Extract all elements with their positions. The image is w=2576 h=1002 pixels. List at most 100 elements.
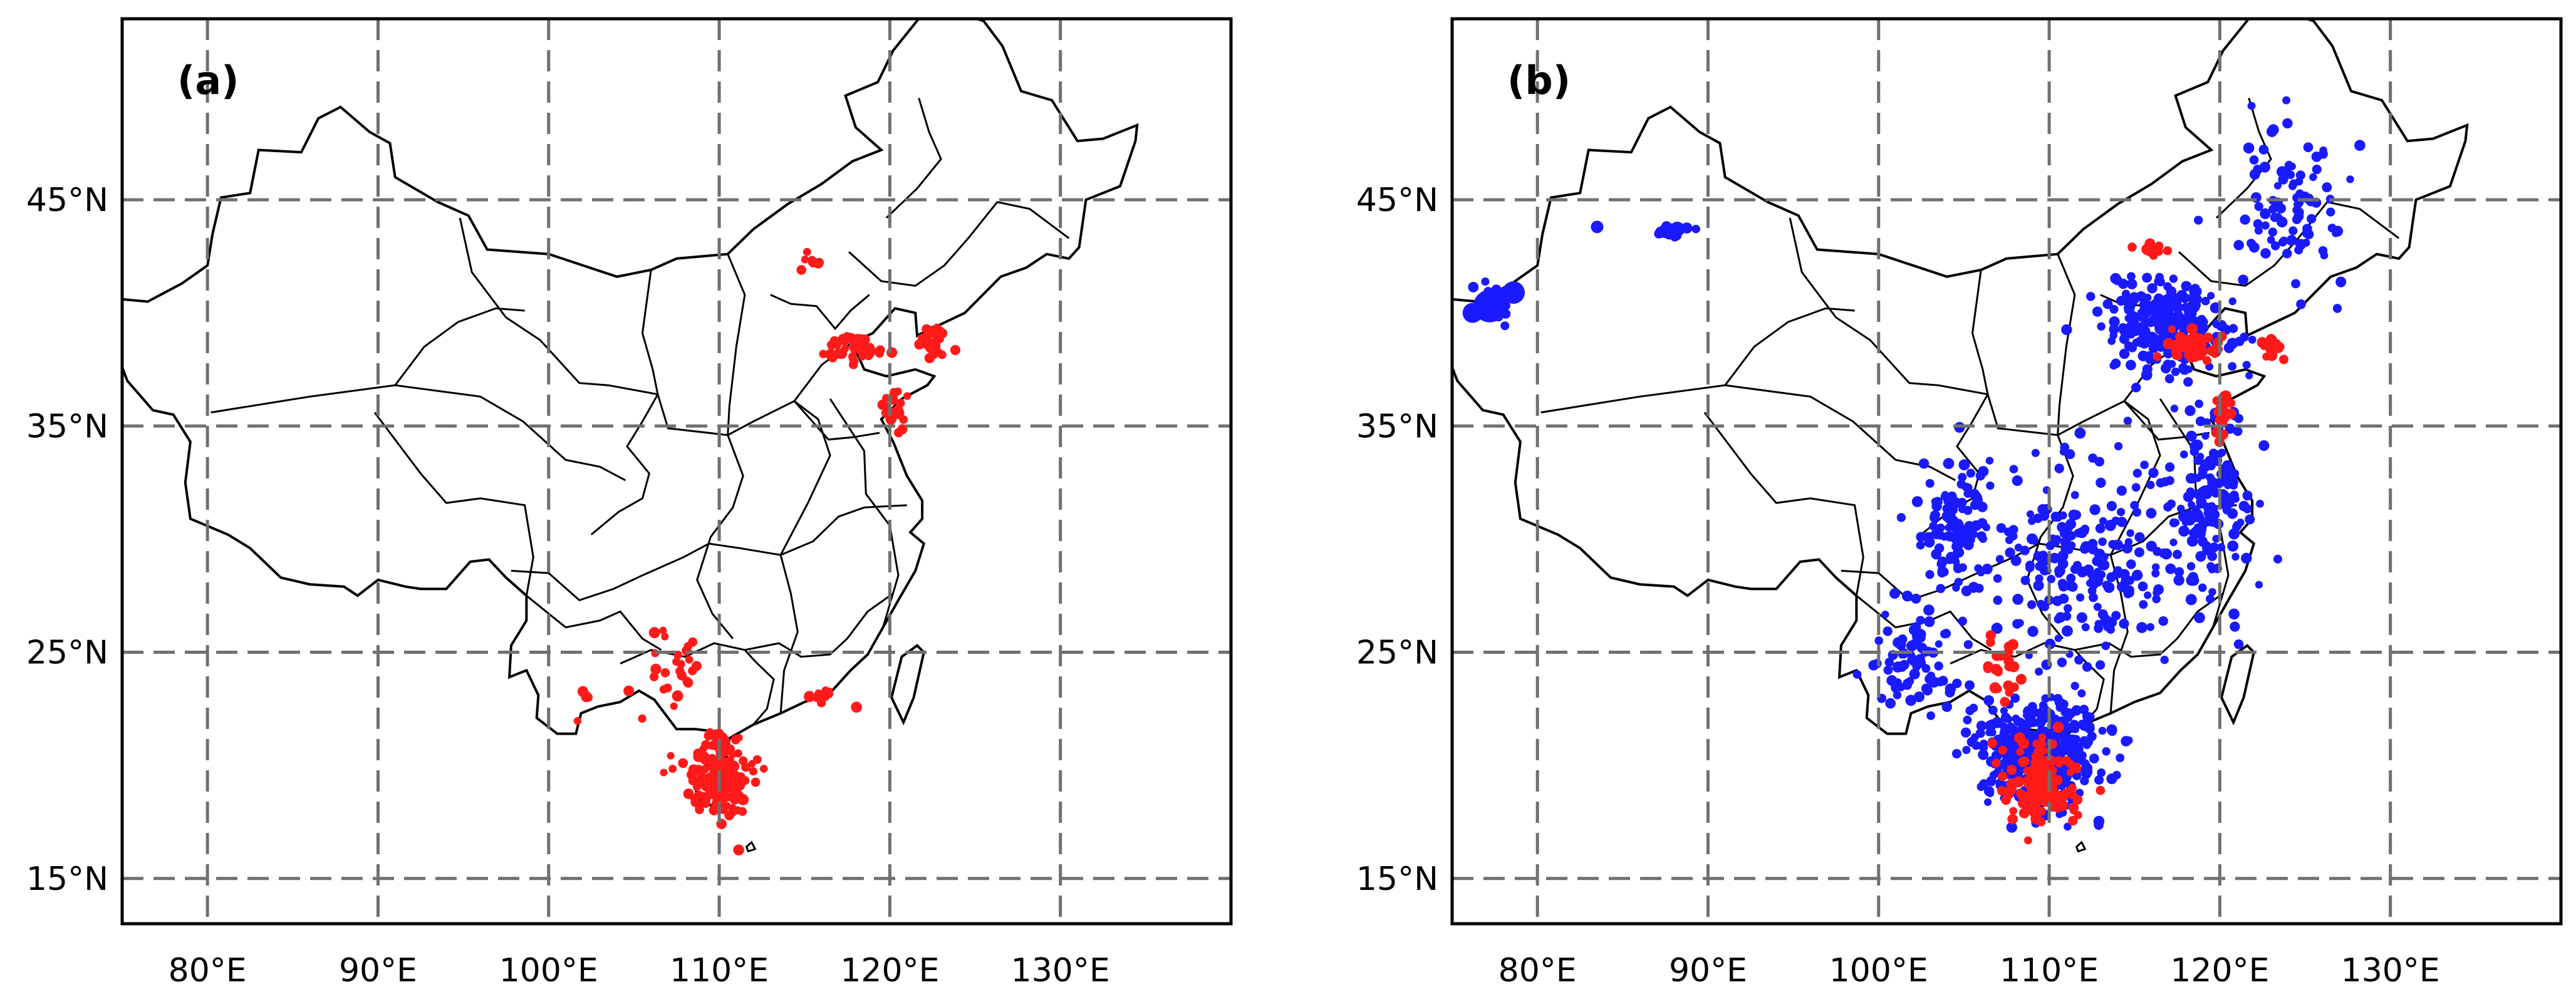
data-point (2221, 395, 2230, 405)
x-tick-label: 130°E (2341, 952, 2440, 989)
data-point (2027, 600, 2037, 609)
data-point (2082, 767, 2093, 777)
data-point (2038, 733, 2047, 742)
data-point (670, 702, 678, 710)
data-point (2049, 552, 2060, 564)
data-point (2069, 802, 2079, 813)
x-tick-label: 80°E (169, 952, 247, 989)
data-point (1976, 782, 1986, 792)
data-point (752, 755, 762, 764)
data-point (1962, 746, 1971, 755)
data-point (2086, 292, 2096, 301)
province-border (829, 398, 900, 628)
data-point (2185, 594, 2197, 606)
data-point (2207, 477, 2218, 488)
data-point (2111, 611, 2121, 621)
data-point (1899, 659, 1909, 670)
data-point (2074, 529, 2083, 538)
data-point (2136, 622, 2148, 633)
y-tick-label: 25°N (26, 634, 108, 672)
data-point (2109, 304, 2119, 314)
data-point (2137, 350, 2149, 361)
data-point (2233, 426, 2243, 436)
data-point (2179, 364, 2190, 375)
data-point (2245, 371, 2253, 380)
data-point (2001, 795, 2011, 805)
data-point (2191, 286, 2202, 297)
data-point (2033, 784, 2042, 793)
data-point (2139, 600, 2148, 609)
data-point (2025, 803, 2036, 813)
data-point (2211, 349, 2220, 358)
data-point (2160, 656, 2169, 664)
data-point (1889, 588, 1900, 599)
data-point (2122, 542, 2133, 554)
data-point (695, 805, 704, 815)
data-point (2199, 485, 2211, 497)
data-point (1954, 520, 1964, 530)
data-point (1970, 500, 1980, 510)
y-tick-label: 35°N (1356, 408, 1438, 445)
data-point (2256, 500, 2264, 508)
data-point (704, 731, 714, 741)
data-point (733, 844, 744, 856)
data-point (706, 741, 715, 750)
data-point (1966, 468, 1976, 478)
data-point (808, 257, 818, 267)
plot-frame (1450, 17, 2563, 926)
data-point (2165, 476, 2174, 485)
x-tick-label: 80°E (1498, 952, 1577, 989)
data-point (816, 698, 826, 708)
data-point (1909, 668, 1920, 679)
data-point (1916, 540, 1925, 550)
data-point (2047, 574, 2055, 584)
data-point (1945, 687, 1955, 698)
panel-label: (b) (1507, 58, 1571, 103)
y-tick-label: 25°N (1356, 634, 1438, 672)
data-point (722, 785, 731, 794)
data-point (2203, 333, 2213, 343)
data-point (2020, 545, 2030, 555)
data-point (1905, 695, 1917, 706)
data-point (2054, 463, 2064, 473)
data-point (1896, 639, 1906, 651)
data-point (1874, 636, 1884, 645)
data-point (2188, 572, 2199, 582)
data-point (1941, 629, 1951, 639)
data-point (733, 806, 742, 815)
data-point (2121, 736, 2132, 746)
data-point (1976, 531, 1987, 541)
data-point (2137, 581, 2148, 592)
data-point (660, 768, 668, 777)
y-tick-label: 45°N (26, 182, 108, 219)
data-point (2152, 309, 2163, 320)
data-point (2126, 529, 2134, 537)
data-point (2010, 555, 2022, 566)
data-point (2346, 175, 2354, 183)
data-point (1969, 703, 1978, 713)
data-point (2202, 356, 2212, 366)
province-border (210, 384, 626, 482)
data-point (1893, 691, 1902, 700)
cluster-leizhou (700, 728, 743, 770)
data-point (804, 691, 816, 703)
data-point (1988, 728, 1997, 736)
data-point (1976, 720, 1987, 731)
data-point (2039, 712, 2050, 723)
data-point (759, 765, 768, 773)
data-point (2131, 483, 2141, 492)
data-point (1924, 616, 1935, 628)
data-point (2081, 623, 2090, 632)
data-point (2118, 278, 2129, 289)
data-point (930, 341, 941, 352)
data-point (2040, 726, 2049, 735)
data-point (2151, 569, 2160, 578)
data-point (2103, 622, 2112, 632)
data-point (2116, 485, 2127, 496)
data-point (1956, 479, 1966, 489)
province-border (2109, 554, 2129, 714)
data-point (2282, 96, 2291, 105)
data-point (2097, 768, 2106, 777)
data-point (2054, 634, 2062, 643)
